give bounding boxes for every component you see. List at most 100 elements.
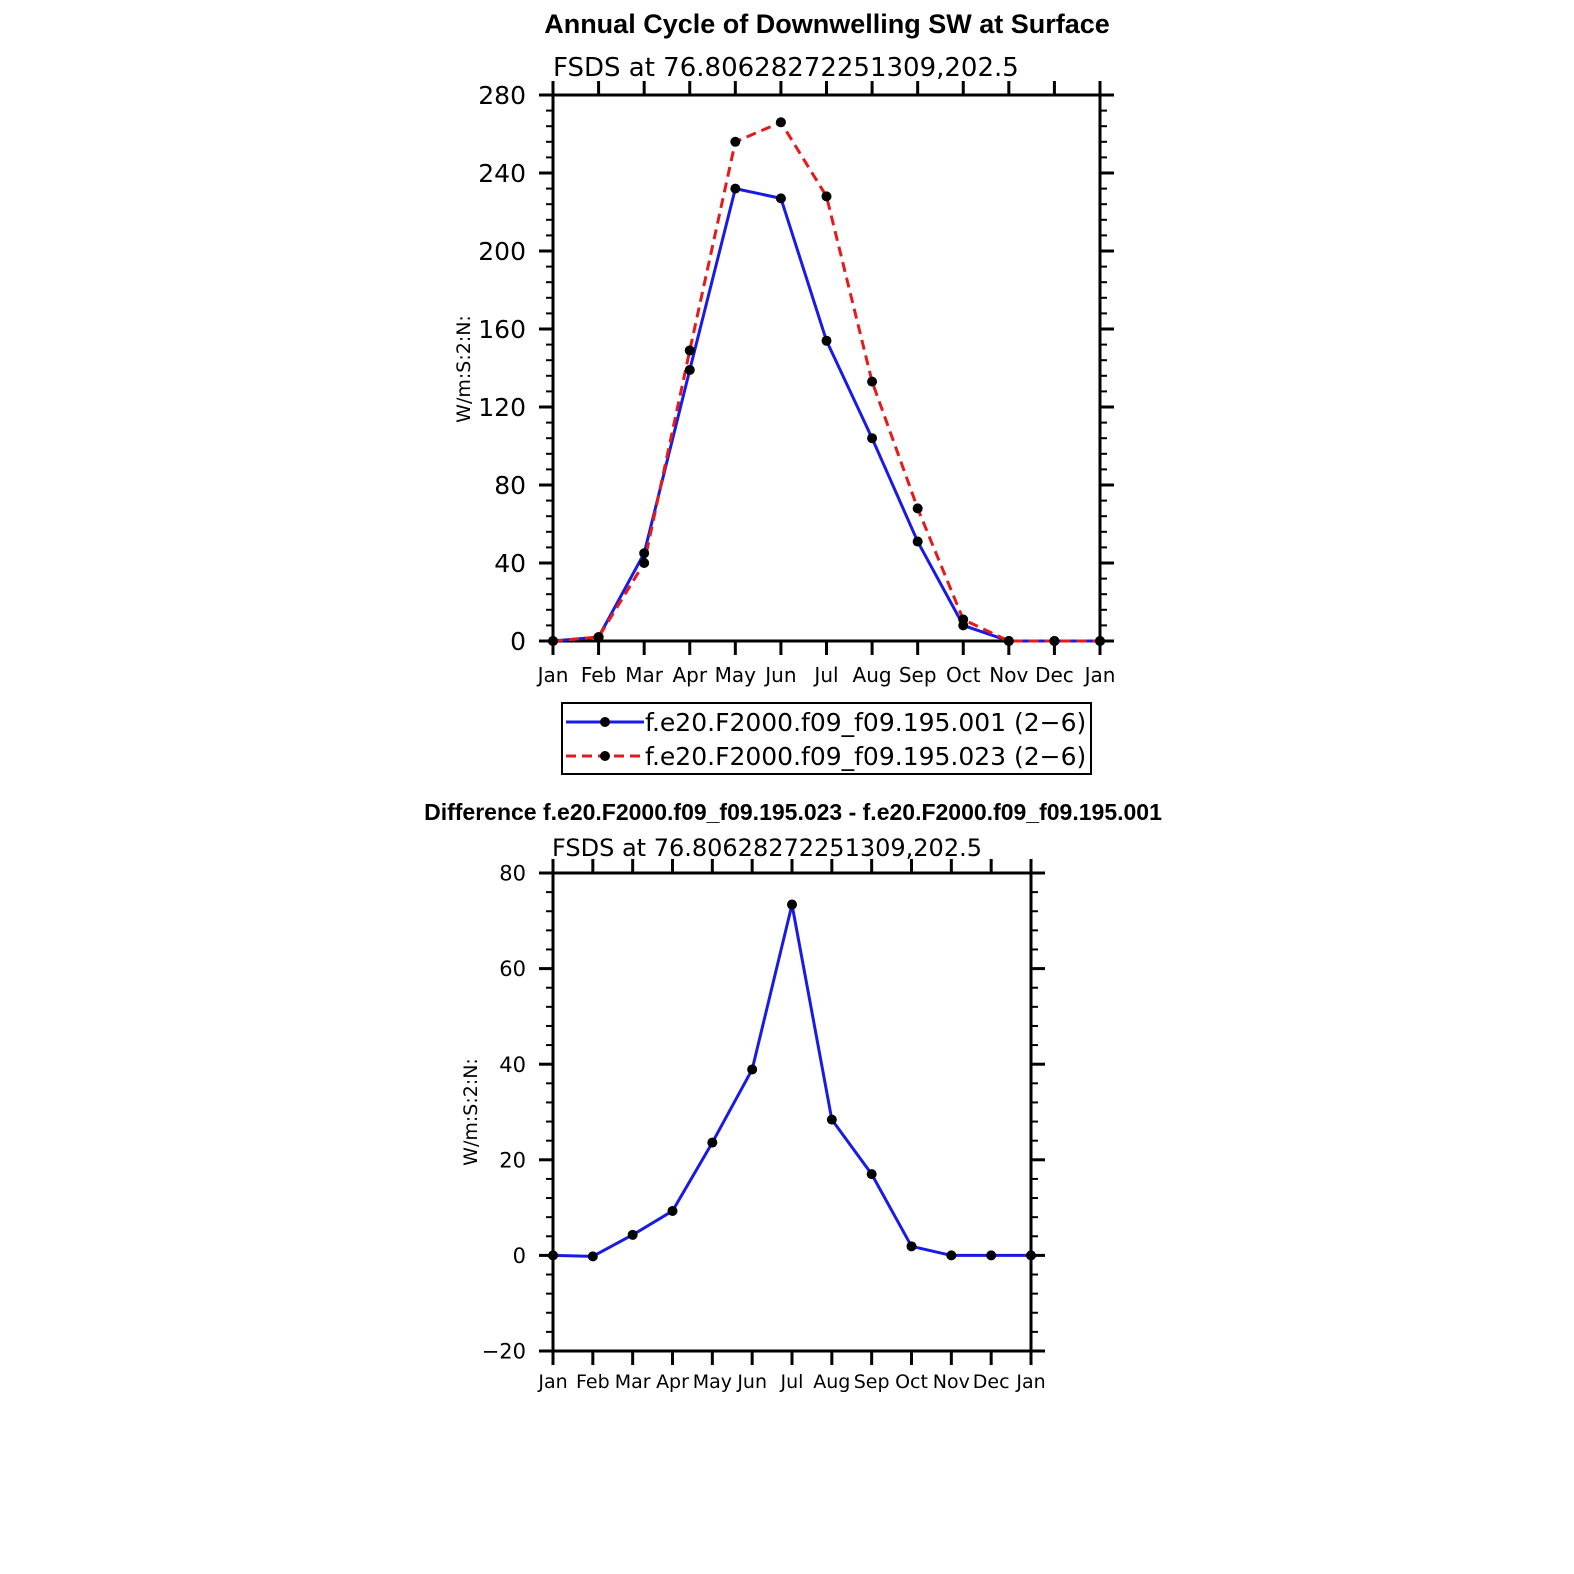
chart-1-series-2-point	[821, 191, 832, 202]
chart-difference: Difference f.e20.F2000.f09_f09.195.023 -…	[424, 799, 1162, 1393]
y-tick-label: 0	[513, 1244, 526, 1268]
x-tick-label: Aug	[813, 1371, 850, 1393]
chart-1-series-2-point	[639, 558, 650, 568]
y-tick-label: 120	[478, 393, 526, 422]
chart-2-title: Difference f.e20.F2000.f09_f09.195.023 -…	[424, 799, 1162, 825]
chart-1-series-2-point	[775, 117, 786, 128]
chart-1-series	[548, 117, 1105, 646]
legend-label-series-2: f.e20.F2000.f09_f09.195.023 (2−6)	[645, 742, 1086, 771]
chart-2-y-tick-labels: −20 0 20 40 60 80	[482, 862, 526, 1364]
x-tick-label: Jan	[536, 663, 569, 687]
chart-2-series-1-point	[627, 1229, 638, 1240]
y-tick-label: 60	[499, 957, 526, 981]
x-tick-label: Jan	[1083, 663, 1116, 687]
x-tick-label: Sep	[899, 663, 937, 687]
chart-1-series-1-point	[684, 364, 695, 375]
chart-2-x-tick-labels: Jan Feb Mar Apr May Jun Jul Aug Sep Oct Nov Dec Jan	[537, 1371, 1045, 1393]
chart-1-y-tick-labels: 0 40 80 120 160 200 240 280	[478, 81, 526, 656]
legend-box	[561, 702, 1092, 775]
y-tick-label: 40	[499, 1053, 526, 1077]
x-tick-label: Aug	[853, 663, 892, 687]
chart-1-legend: f.e20.F2000.f09_f09.195.001 (2−6) f.e20.…	[561, 702, 1092, 775]
y-tick-label: 40	[494, 549, 526, 578]
x-tick-label: Sep	[854, 1371, 890, 1393]
chart-2-series-1-point	[548, 1250, 558, 1261]
x-tick-label: Dec	[973, 1371, 1010, 1393]
chart-2-series-1-point	[587, 1251, 598, 1262]
x-tick-label: Mar	[615, 1371, 651, 1393]
chart-2-series-1-point	[826, 1114, 837, 1125]
chart-2-series-1-point	[906, 1241, 917, 1252]
x-tick-label: Jun	[763, 663, 796, 687]
chart-2-series-1-point	[986, 1250, 997, 1261]
chart-1-series-2-point	[1095, 636, 1105, 646]
x-tick-label: Apr	[672, 663, 707, 687]
chart-2-series-1-point	[707, 1137, 718, 1148]
chart-1-series-2-point	[684, 345, 695, 356]
chart-2-series-1-line	[552, 903, 1031, 1258]
chart-2-y-axis-label: W/m:S:2:N:	[460, 1058, 482, 1166]
x-tick-label: Oct	[946, 663, 981, 687]
chart-1-y-axis-label: W/m:S:2:N:	[453, 315, 475, 423]
chart-annual-cycle: Annual Cycle of Downwelling SW at Surfac…	[453, 9, 1116, 775]
chart-1-series-1-point	[867, 433, 878, 444]
y-tick-label: 20	[499, 1148, 526, 1172]
x-tick-label: May	[715, 663, 757, 687]
x-tick-label: Nov	[933, 1371, 970, 1393]
chart-1-ticks	[539, 81, 1114, 655]
x-tick-label: Feb	[581, 663, 616, 687]
y-tick-label: 80	[494, 471, 526, 500]
chart-2-series-1-point	[946, 1250, 957, 1261]
chart-2-series-1-point	[1026, 1250, 1036, 1261]
chart-2-series-1-point	[866, 1169, 877, 1180]
chart-1-series-1-point	[912, 536, 923, 547]
chart-2-subtitle: FSDS at 76.80628272251309,202.5	[552, 834, 982, 862]
y-tick-label: −20	[482, 1340, 526, 1364]
legend-entry-series-2: f.e20.F2000.f09_f09.195.023 (2−6)	[566, 742, 1086, 771]
chart-2-ticks	[539, 859, 1045, 1365]
chart-1-series-1-point	[821, 335, 832, 346]
chart-1-x-tick-labels: Jan Feb Mar Apr May Jun Jul Aug Sep Oct Nov Dec Jan	[536, 663, 1116, 687]
chart-1-plot-frame	[551, 93, 1102, 643]
chart-2-series-1-point	[747, 1064, 758, 1075]
chart-1-series-2-point	[867, 376, 878, 387]
x-tick-label: Mar	[625, 663, 664, 687]
chart-1-series-2-point	[912, 503, 923, 514]
chart-1-series-1-point	[730, 183, 741, 194]
y-tick-label: 200	[478, 237, 526, 266]
y-tick-label: 160	[478, 315, 526, 344]
y-tick-label: 80	[499, 862, 526, 886]
chart-1-series-1-point	[639, 548, 650, 559]
legend-marker-series-2	[600, 751, 610, 761]
chart-1-series-1-line	[552, 187, 1100, 643]
x-tick-label: Oct	[895, 1371, 928, 1393]
chart-1-series-2-point	[958, 614, 969, 625]
chart-2-series-1-point	[667, 1205, 678, 1216]
x-tick-label: Jun	[736, 1371, 767, 1393]
chart-1-series-2-point	[1003, 636, 1014, 646]
chart-2-plot-frame	[551, 871, 1033, 1353]
legend-label-series-1: f.e20.F2000.f09_f09.195.001 (2−6)	[645, 708, 1086, 737]
x-tick-label: May	[693, 1371, 732, 1393]
y-tick-label: 280	[478, 81, 526, 110]
chart-1-series-2-point	[548, 636, 558, 646]
legend-entry-series-1: f.e20.F2000.f09_f09.195.001 (2−6)	[566, 708, 1086, 737]
x-tick-label: Jul	[780, 1371, 804, 1393]
x-tick-label: Jan	[537, 1371, 567, 1393]
y-tick-label: 240	[478, 159, 526, 188]
x-tick-label: Apr	[656, 1371, 689, 1393]
x-tick-label: Dec	[1035, 663, 1074, 687]
x-tick-label: Jul	[812, 663, 838, 687]
x-tick-label: Jan	[1015, 1371, 1045, 1393]
chart-1-series-2-point	[730, 136, 741, 147]
chart-2-series	[548, 899, 1036, 1262]
chart-2-series-1-point	[787, 899, 797, 910]
chart-1-title: Annual Cycle of Downwelling SW at Surfac…	[544, 9, 1110, 39]
x-tick-label: Nov	[989, 663, 1028, 687]
x-tick-label: Feb	[576, 1371, 610, 1393]
legend-marker-series-1	[600, 717, 610, 727]
y-tick-label: 0	[510, 627, 526, 656]
chart-1-series-1-point	[775, 193, 786, 204]
chart-1-series-2-point	[593, 632, 604, 643]
